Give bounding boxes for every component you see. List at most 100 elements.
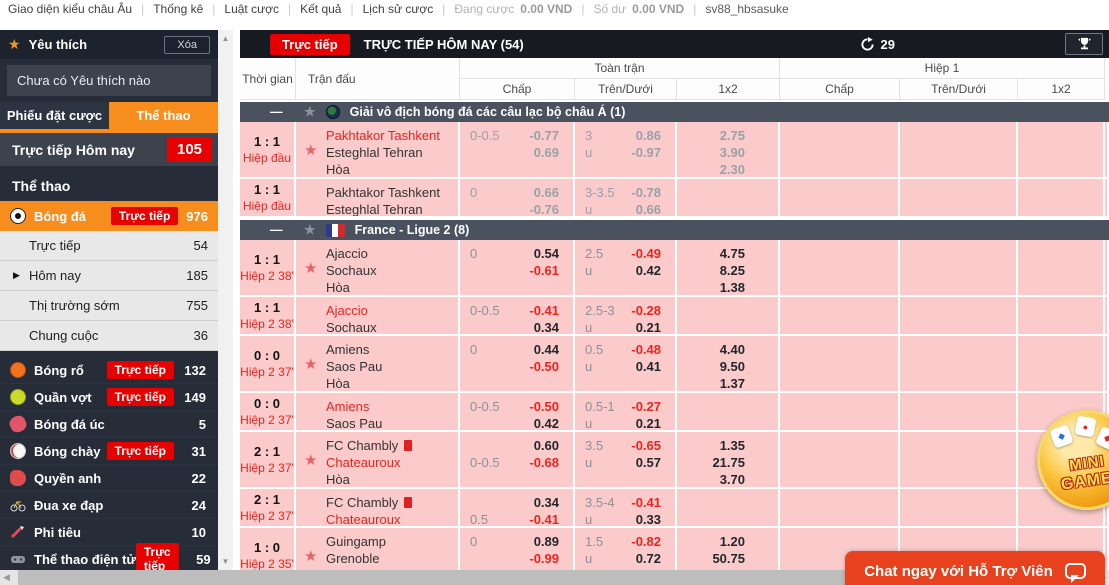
odd-value[interactable]: 3.90 — [719, 145, 745, 160]
top-link-1[interactable]: Thống kê — [153, 2, 204, 16]
league-group-header[interactable]: — ★ Giải vô địch bóng đá các câu lạc bộ ch… — [240, 100, 1109, 122]
top-link-3[interactable]: Kết quả — [300, 2, 342, 16]
horizontal-scrollbar[interactable]: ◀ ▶ — [0, 570, 1109, 585]
odd-value[interactable]: 0.42 — [533, 416, 559, 430]
odd-value[interactable]: -0.78 — [631, 185, 661, 200]
minigame-button[interactable]: ◆ ● ◆ MINI GAME — [1037, 410, 1109, 510]
odd-value[interactable]: -0.49 — [631, 246, 661, 261]
sidebar-item-boxing[interactable]: Quyền anh 22 — [0, 465, 218, 492]
league-star-icon[interactable]: ★ — [304, 104, 316, 119]
username[interactable]: sv88_hbsasuke — [705, 2, 789, 16]
odd-value[interactable]: -0.41 — [529, 303, 559, 318]
top-link-0[interactable]: Giao diện kiểu châu Âu — [8, 2, 133, 16]
odd-value[interactable]: 0.57 — [635, 455, 661, 470]
scroll-left-icon[interactable]: ◀ — [3, 572, 10, 582]
odd-value[interactable]: -0.27 — [631, 399, 661, 414]
line-value: 2.5 — [585, 246, 604, 261]
odd-value[interactable]: -0.82 — [631, 534, 661, 549]
favorite-star-icon[interactable]: ★ — [304, 547, 318, 565]
football-submenu-item[interactable]: Thị trường sớm 755 — [0, 291, 218, 321]
edge-strip — [1105, 297, 1109, 334]
league-star-icon[interactable]: ★ — [304, 222, 316, 237]
scrollbar-thumb[interactable] — [18, 570, 1092, 585]
sidebar-item-darts[interactable]: Phi tiêu 10 — [0, 519, 218, 546]
odd-value[interactable]: 0.33 — [635, 512, 661, 526]
odd-value[interactable]: 9.50 — [719, 359, 745, 374]
odd-value[interactable]: 0.69 — [533, 145, 559, 160]
top-link-2[interactable]: Luật cược — [224, 2, 279, 16]
odd-value[interactable]: 0.66 — [635, 202, 661, 216]
odd-value[interactable]: -0.97 — [631, 145, 661, 160]
odd-value[interactable]: -0.28 — [631, 303, 661, 318]
odd-value[interactable]: -0.50 — [529, 399, 559, 414]
collapse-icon[interactable]: — — [270, 105, 283, 119]
odd-value[interactable]: 2.75 — [719, 128, 745, 143]
favorite-star-icon[interactable]: ★ — [304, 141, 318, 159]
odd-value[interactable]: 4.40 — [719, 342, 745, 357]
tab-sports[interactable]: Thể thao — [109, 102, 218, 129]
top-link-4[interactable]: Lịch sử cược — [362, 2, 434, 16]
refresh-button[interactable]: 29 — [860, 36, 895, 52]
clear-favorites-button[interactable]: Xóa — [164, 35, 210, 54]
odd-value[interactable]: 0.41 — [635, 359, 661, 374]
odd-value[interactable]: 1.20 — [719, 534, 745, 549]
odd-value[interactable]: 1.35 — [719, 438, 745, 453]
odd-value[interactable]: 1.38 — [719, 280, 745, 295]
sidebar-scrollbar[interactable]: ▲ ▼ — [218, 30, 233, 570]
odd-value[interactable]: -0.41 — [631, 495, 661, 510]
odd-value[interactable]: -0.48 — [631, 342, 661, 357]
sidebar-item-rugby[interactable]: Bóng đá úc 5 — [0, 411, 218, 438]
odd-value[interactable]: -0.41 — [529, 512, 559, 526]
sidebar-item-basketball[interactable]: Bóng rổ Trực tiếp 132 — [0, 357, 218, 384]
odd-value[interactable]: 0.66 — [533, 185, 559, 200]
odd-value[interactable]: -0.77 — [529, 128, 559, 143]
tab-bet-slip[interactable]: Phiếu đặt cược — [0, 102, 109, 129]
odd-value[interactable]: -0.50 — [529, 359, 559, 374]
favorite-star-icon[interactable]: ★ — [304, 259, 318, 277]
odd-value[interactable]: 0.86 — [635, 128, 661, 143]
odd-value[interactable]: 0.60 — [533, 438, 559, 453]
odd-value[interactable]: 0.44 — [533, 342, 559, 357]
odd-value[interactable]: 1.37 — [719, 376, 745, 391]
scroll-down-icon[interactable]: ▼ — [221, 557, 230, 566]
sidebar-item-baseball[interactable]: Bóng chày Trực tiếp 31 — [0, 438, 218, 465]
chat-support-button[interactable]: Chat ngay với Hỗ Trợ Viên — [845, 551, 1105, 585]
odd-value[interactable]: 50.75 — [712, 551, 745, 566]
odd-value[interactable]: -0.65 — [631, 438, 661, 453]
sidebar-item-tennis[interactable]: Quần vợt Trực tiếp 149 — [0, 384, 218, 411]
odd-value[interactable]: 5.10 — [720, 568, 745, 570]
odd-value[interactable]: -0.76 — [529, 202, 559, 216]
odd-value[interactable]: -0.99 — [529, 551, 559, 566]
odd-value[interactable]: 0.42 — [635, 263, 661, 278]
odd-value[interactable]: 0.34 — [533, 495, 559, 510]
sidebar-item-cycling[interactable]: Đua xe đạp 24 — [0, 492, 218, 519]
odd-value[interactable]: 4.75 — [719, 246, 745, 261]
league-group-header[interactable]: — ★ France - Ligue 2 (8) — [240, 218, 1109, 240]
sidebar-item-football[interactable]: Bóng đá Trực tiếp 976 — [0, 201, 218, 231]
odd-value[interactable]: 21.75 — [712, 455, 745, 470]
odd-value[interactable]: 0.34 — [533, 320, 559, 334]
odd-value[interactable]: 0.21 — [635, 320, 661, 334]
odd-value[interactable]: 0.89 — [533, 534, 559, 549]
live-badge[interactable]: Trực tiếp — [270, 33, 350, 55]
odd-value[interactable]: 3.70 — [719, 472, 745, 487]
match-period: Hiệp đầu — [242, 151, 292, 165]
football-submenu-item[interactable]: ▶ Hôm nay 185 — [0, 261, 218, 291]
scroll-up-icon[interactable]: ▲ — [221, 34, 230, 43]
tournament-view-button[interactable] — [1065, 33, 1103, 55]
collapse-icon[interactable]: — — [270, 223, 283, 237]
live-today-item[interactable]: Trực tiếp Hôm nay 105 — [0, 133, 218, 166]
favorite-star-icon[interactable]: ★ — [304, 451, 318, 469]
football-submenu-item[interactable]: Trực tiếp 54 — [0, 231, 218, 261]
odd-value[interactable]: 0.72 — [635, 551, 661, 566]
line-value: 0.5-1 — [585, 399, 615, 414]
odd-value[interactable]: -0.61 — [529, 263, 559, 278]
odd-value[interactable]: 2.30 — [719, 162, 745, 177]
favorite-star-icon[interactable]: ★ — [304, 355, 318, 373]
football-submenu-item[interactable]: Chung cuộc 36 — [0, 321, 218, 351]
sidebar-item-esports[interactable]: Thể thao điện tử Trực tiếp 59 — [0, 543, 218, 570]
odd-value[interactable]: 8.25 — [719, 263, 745, 278]
odd-value[interactable]: 0.54 — [533, 246, 559, 261]
odd-value[interactable]: 0.21 — [635, 416, 661, 430]
odd-value[interactable]: -0.68 — [529, 455, 559, 470]
